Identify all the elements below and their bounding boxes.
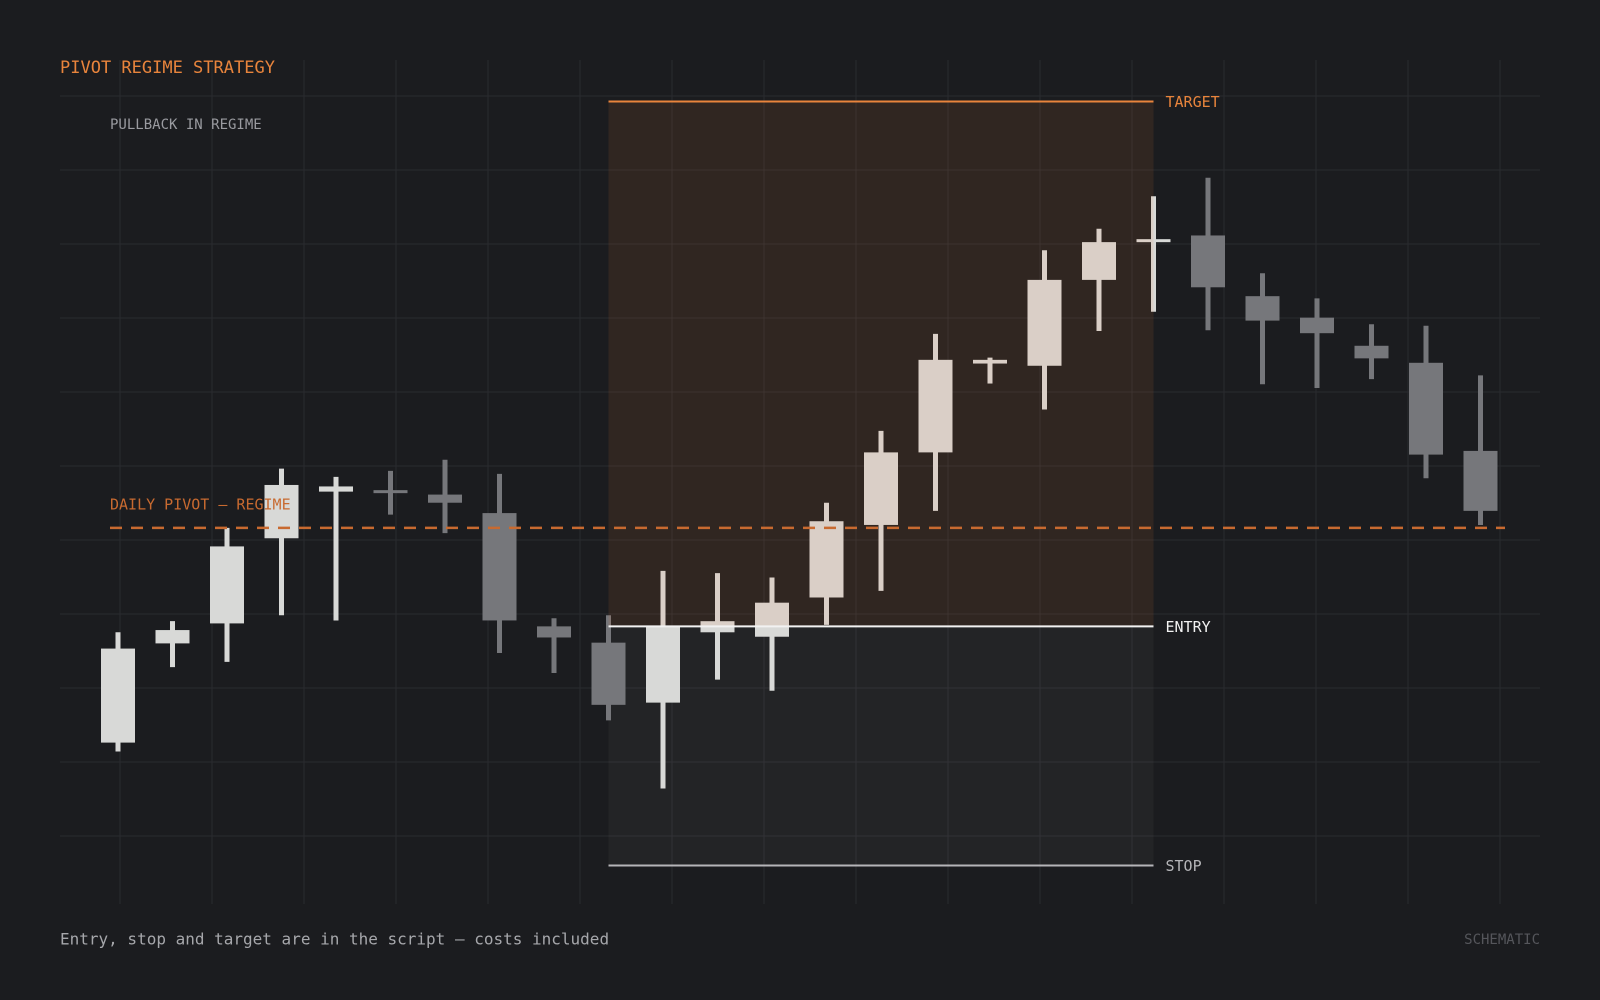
candle-body <box>1300 317 1334 334</box>
level-label: STOP <box>1166 857 1202 875</box>
candle-body <box>155 630 190 644</box>
candle-body <box>755 602 789 637</box>
candle-body <box>973 359 1007 364</box>
candle-body <box>210 546 244 624</box>
grid <box>60 60 1540 904</box>
candle-body <box>373 490 408 494</box>
candle-body <box>809 521 844 598</box>
zones <box>609 626 1154 865</box>
candle-body <box>1082 242 1116 280</box>
candle-body <box>1245 296 1280 321</box>
candle-body <box>918 359 953 453</box>
candle-body <box>1191 235 1225 288</box>
candle-body <box>1409 362 1443 455</box>
level-label: TARGET <box>1166 93 1220 111</box>
candle-body <box>319 486 353 492</box>
candle-body <box>537 626 571 638</box>
candle-body <box>1354 345 1389 359</box>
pivot-label: DAILY PIVOT — REGIME <box>110 495 291 513</box>
level-label: ENTRY <box>1166 618 1211 636</box>
overlay: TARGET ENTRY STOP DAILY PIVOT — REGIME <box>110 93 1505 875</box>
candle-body <box>1027 279 1062 366</box>
stop-zone <box>609 626 1154 865</box>
candle-body <box>428 494 462 503</box>
candle-body <box>1136 239 1171 243</box>
candle-body <box>264 484 299 539</box>
candle-body <box>101 648 135 743</box>
target-zone <box>608 101 1154 627</box>
badge: SCHEMATIC <box>1464 932 1540 948</box>
candle-body <box>646 626 680 703</box>
footer-note: Entry, stop and target are in the script… <box>60 930 609 949</box>
candle-body <box>864 452 898 525</box>
chart-subtitle: PULLBACK IN REGIME <box>110 117 262 133</box>
candle-body <box>1463 450 1498 511</box>
candle-body <box>591 642 626 705</box>
chart-title: PIVOT REGIME STRATEGY <box>60 58 275 78</box>
candle-body <box>482 513 517 621</box>
